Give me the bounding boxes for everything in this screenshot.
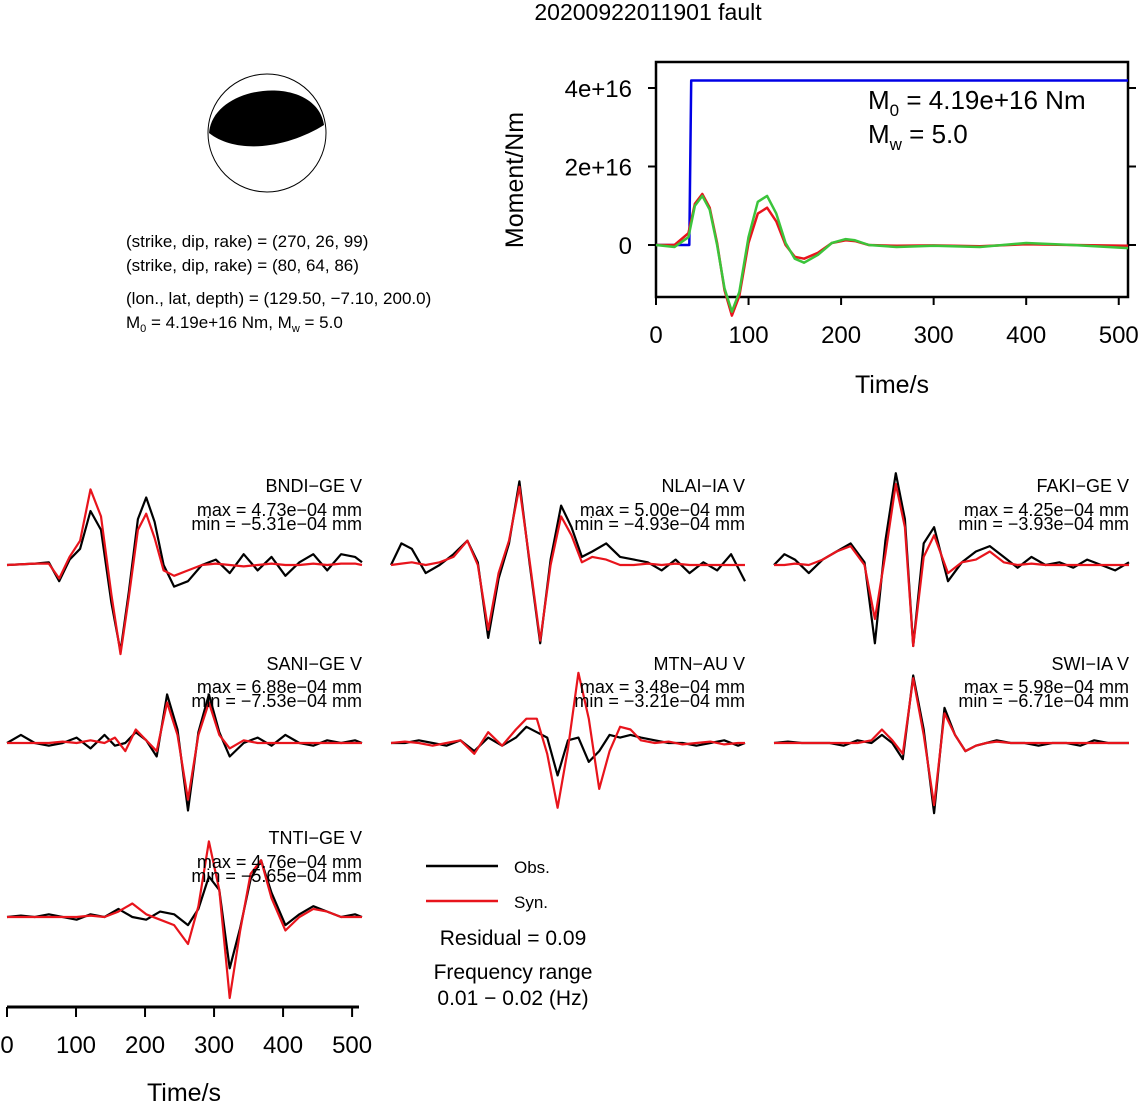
beachball-compressional-quadrant (209, 90, 324, 147)
waveform-x-tick-label: 400 (263, 1032, 303, 1059)
moment-x-tick-label: 200 (821, 322, 861, 349)
station-max: max = 4.73e−04 mm (197, 500, 362, 520)
moment-plot-frame (654, 60, 1130, 299)
moment-m0-annotation: M0 = 4.19e+16 Nm (868, 85, 1086, 120)
moment-rate-syn-line (655, 194, 1129, 313)
station-min: min = −6.71e−04 mm (958, 691, 1129, 711)
event-magnitude: M0 = 4.19e+16 Nm, Mw = 5.0 (126, 313, 343, 335)
synthetic-waveform (774, 482, 1129, 648)
legend-obs-label: Obs. (514, 858, 550, 877)
moment-x-tick-label: 300 (914, 322, 954, 349)
station-max: max = 3.48e−04 mm (580, 677, 745, 697)
station-max: max = 5.00e−04 mm (580, 500, 745, 520)
focal-plane-2: (strike, dip, rake) = (80, 64, 86) (126, 256, 359, 275)
synthetic-waveform (7, 840, 362, 1000)
moment-x-tick-label: 400 (1006, 322, 1046, 349)
synthetic-waveform (6, 488, 363, 656)
station-label: SANI−GE V (266, 654, 362, 674)
moment-y-tick-label: 0 (619, 233, 632, 260)
frequency-range-value: 0.01 − 0.02 (Hz) (437, 987, 588, 1010)
waveform-x-tick-label: 300 (194, 1032, 234, 1059)
beachball-icon (207, 73, 327, 193)
station-min: min = −4.93e−04 mm (574, 514, 745, 534)
station-label: TNTI−GE V (268, 828, 362, 848)
station-min: min = −3.93e−04 mm (958, 514, 1129, 534)
station-min: min = −3.21e−04 mm (574, 691, 745, 711)
station-label: FAKI−GE V (1036, 476, 1129, 496)
moment-y-tick-label: 2e+16 (565, 155, 632, 182)
observed-waveform (6, 693, 363, 812)
legend-syn-label: Syn. (514, 893, 548, 912)
legend: Obs. Syn. (426, 858, 550, 912)
station-max: max = 4.76e−04 mm (197, 852, 362, 872)
moment-mw-annotation: Mw = 5.0 (868, 119, 968, 154)
observed-waveform (6, 496, 363, 653)
waveform-x-tick-label: 100 (56, 1032, 96, 1059)
synthetic-waveform (7, 701, 362, 801)
station-max: max = 4.25e−04 mm (964, 500, 1129, 520)
moment-y-tick-label: 4e+16 (565, 76, 632, 103)
station-label: BNDI−GE V (265, 476, 362, 496)
station-max: max = 5.98e−04 mm (964, 677, 1129, 697)
figure-title: 20200922011901 fault (534, 0, 762, 25)
station-min: min = −5.65e−04 mm (191, 866, 362, 886)
moment-xlabel: Time/s (855, 371, 929, 399)
synthetic-waveform (774, 677, 1129, 807)
residual-text: Residual = 0.09 (440, 927, 587, 950)
moment-ylabel: Moment/Nm (501, 112, 529, 248)
waveform-x-axis: 0 100 200 300 400 500 (0, 1005, 372, 1059)
waveform-xlabel: Time/s (147, 1079, 221, 1104)
station-label: MTN−AU V (653, 654, 745, 674)
waveform-x-tick-label: 0 (0, 1032, 13, 1059)
focal-plane-1: (strike, dip, rake) = (270, 26, 99) (126, 232, 368, 251)
synthetic-waveform (390, 485, 745, 642)
station-min: min = −5.31e−04 mm (191, 514, 362, 534)
moment-panel: 0 100 200 300 400 500 0 2e+16 4e+16 (565, 60, 1139, 349)
observed-waveform (390, 480, 746, 645)
station-max: max = 6.88e−04 mm (197, 677, 362, 697)
station-label: SWI−IA V (1051, 654, 1129, 674)
waveform-x-tick-label: 200 (125, 1032, 165, 1059)
synthetic-waveform (390, 671, 745, 809)
event-location: (lon., lat, depth) = (129.50, −7.10, 200… (126, 289, 431, 308)
station-min: min = −7.53e−04 mm (191, 691, 362, 711)
frequency-range-label: Frequency range (434, 961, 593, 984)
moment-x-tick-label: 500 (1099, 322, 1139, 349)
station-label: NLAI−IA V (661, 476, 745, 496)
waveform-x-tick-label: 500 (332, 1032, 372, 1059)
moment-x-tick-label: 100 (729, 322, 769, 349)
moment-x-tick-label: 0 (649, 322, 662, 349)
